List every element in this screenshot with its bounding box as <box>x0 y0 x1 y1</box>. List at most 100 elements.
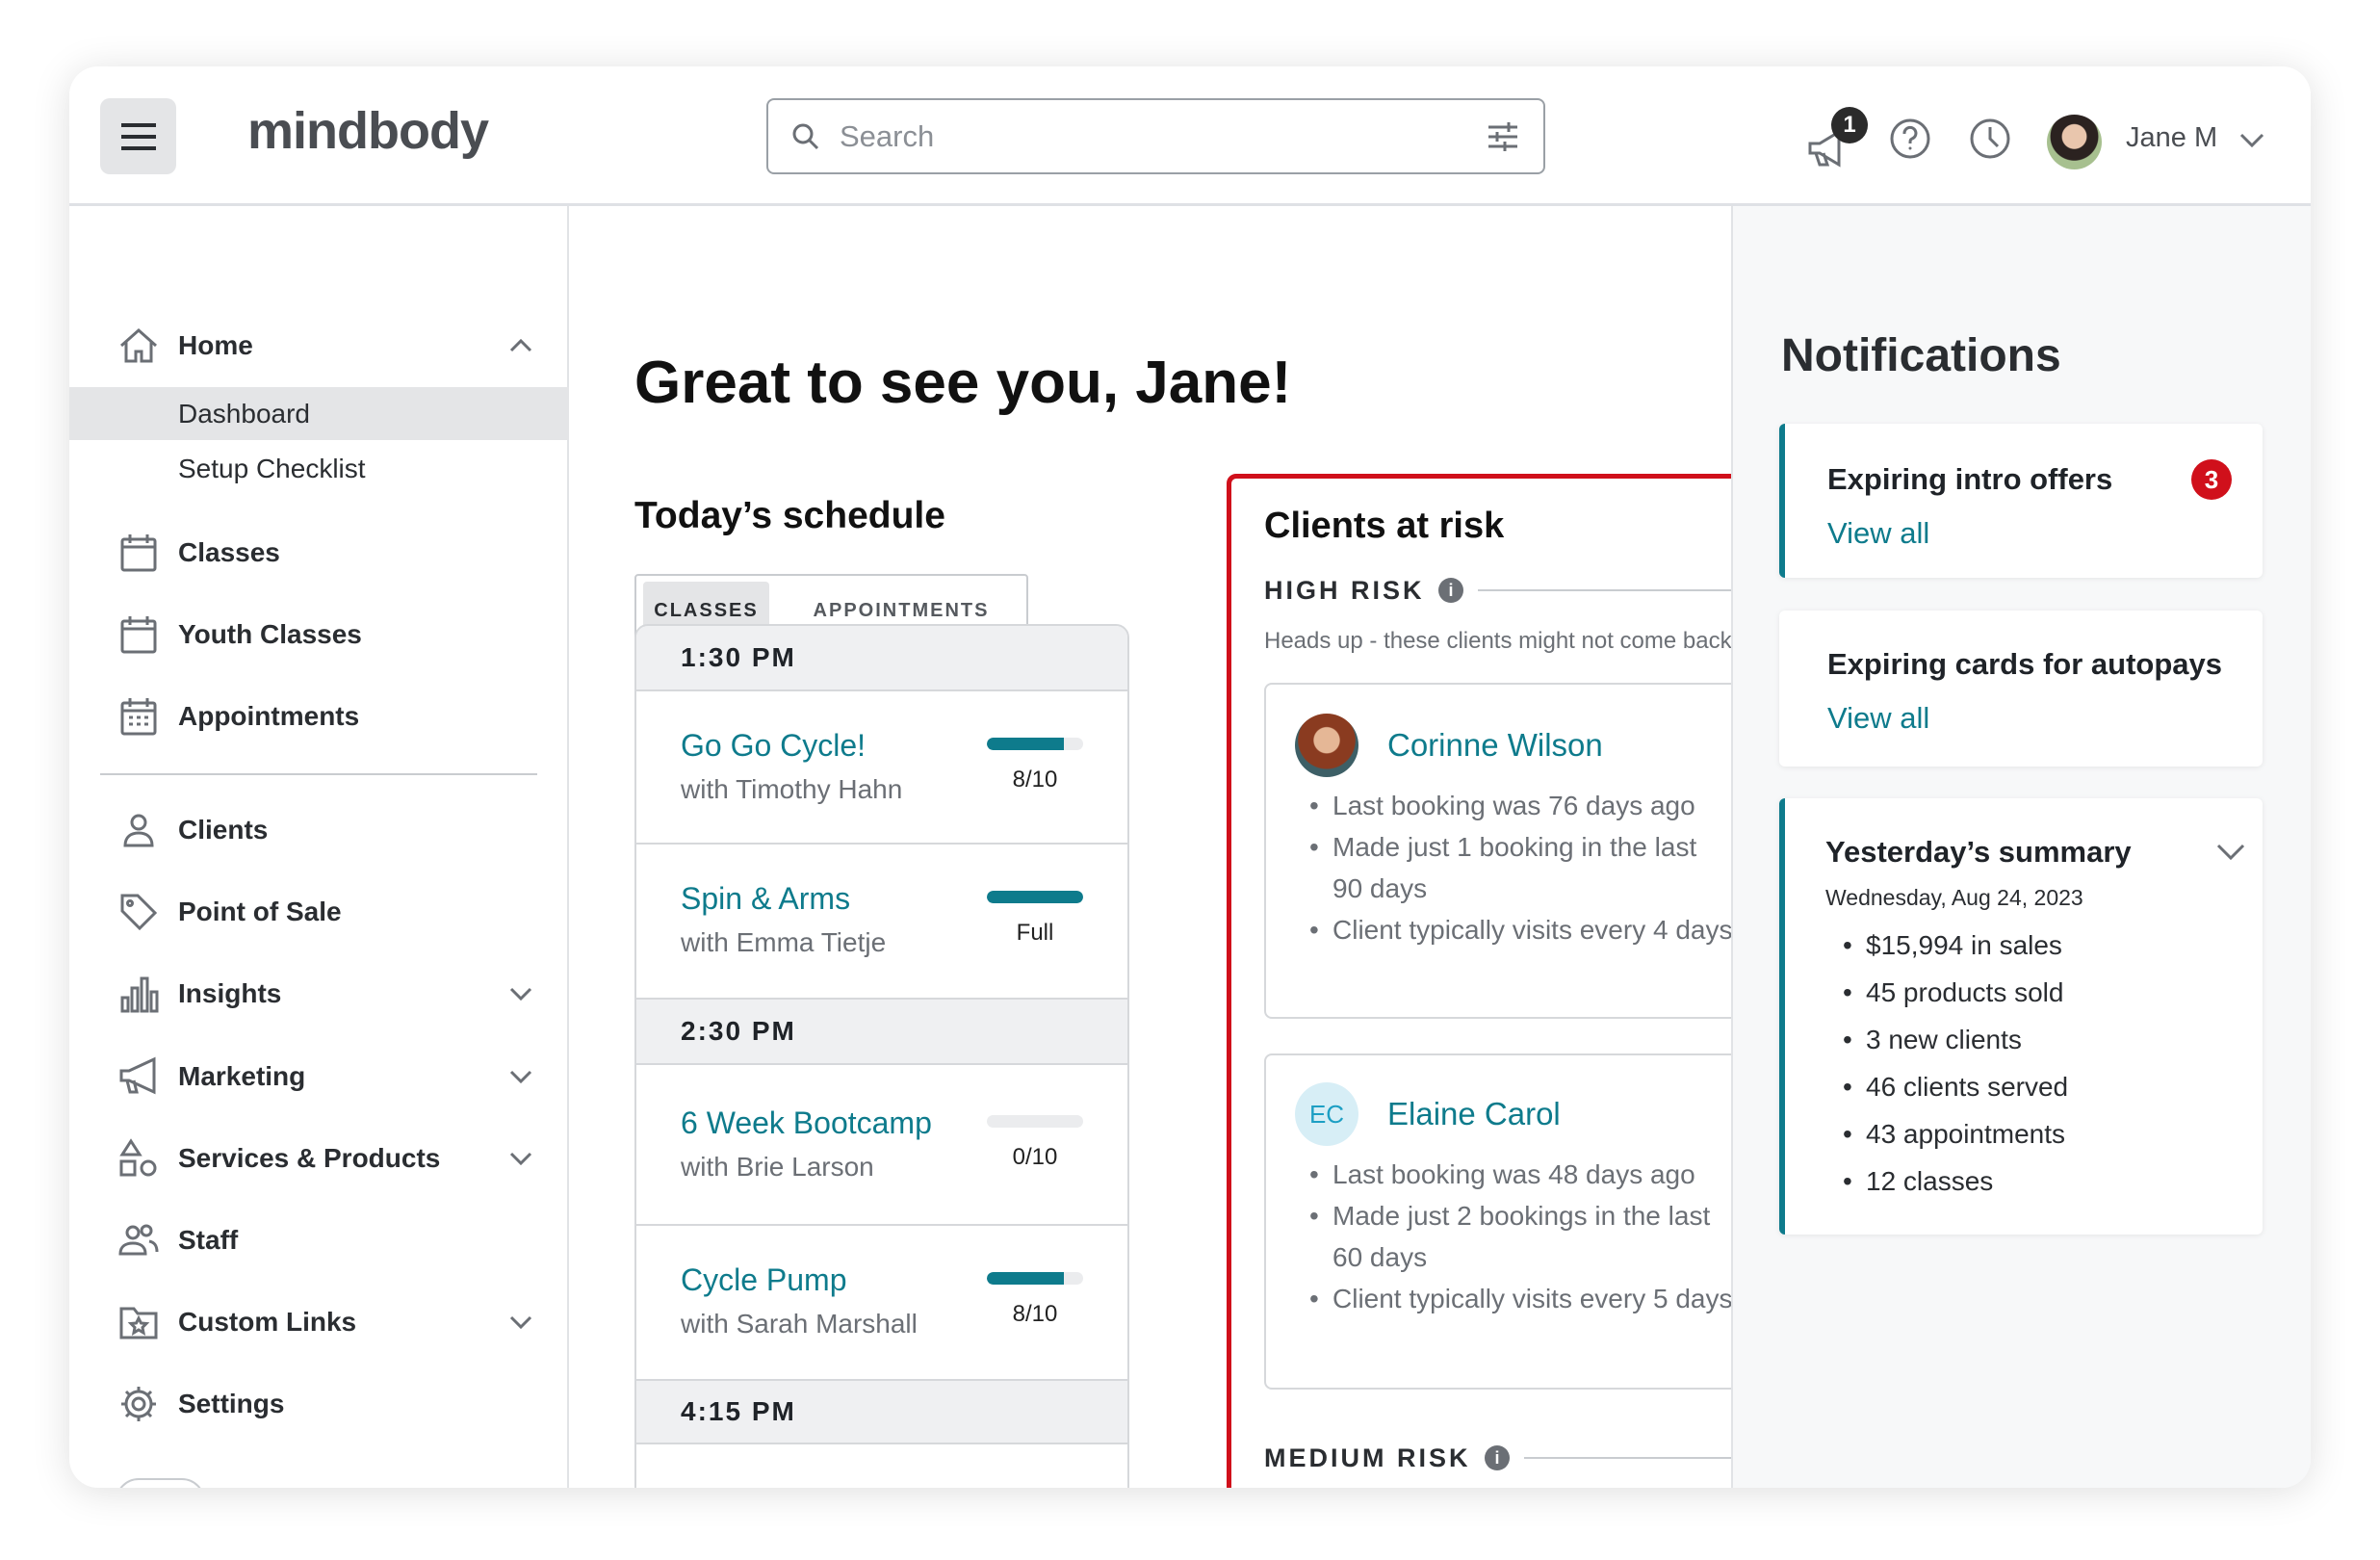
sidebar-item-setup-checklist[interactable]: Setup Checklist <box>178 453 366 483</box>
sidebar-item-label: Settings <box>178 1389 285 1418</box>
view-all-link[interactable]: View all <box>1827 516 1930 550</box>
clock-icon[interactable] <box>1969 117 2011 160</box>
calendar-icon <box>120 616 157 654</box>
search-box[interactable] <box>766 98 1545 174</box>
main-content: Great to see you, Jane! Today’s schedule… <box>571 206 1798 1488</box>
sidebar-item-staff[interactable]: Staff <box>69 1213 569 1267</box>
client-name[interactable]: Elaine Carol <box>1387 1096 1561 1131</box>
edit-sidebar-button[interactable]: Edit <box>116 1478 205 1488</box>
client-avatar <box>1295 714 1358 777</box>
summary-title: Yesterday’s summary <box>1825 835 2132 869</box>
tag-icon <box>120 894 158 931</box>
chevron-down-icon[interactable] <box>508 1064 533 1089</box>
summary-item: $15,994 in sales <box>1843 922 2266 969</box>
sidebar-item-settings[interactable]: Settings <box>69 1377 569 1431</box>
sidebar-item-appointments[interactable]: Appointments <box>69 689 569 743</box>
class-name[interactable]: Go Go Cycle! <box>681 728 867 763</box>
person-icon <box>123 814 154 847</box>
time-header: 1:30 PM <box>636 626 1127 691</box>
capacity-label: 0/10 <box>1012 1144 1058 1170</box>
sidebar-item-custom-links[interactable]: Custom Links <box>69 1295 569 1349</box>
client-detail: Last booking was 48 days ago <box>1309 1154 1733 1195</box>
chevron-down-icon[interactable] <box>508 981 533 1006</box>
logo[interactable]: mindbody <box>247 102 489 160</box>
user-avatar[interactable] <box>2047 115 2102 169</box>
help-icon[interactable] <box>1889 117 1931 160</box>
summary-item: 43 appointments <box>1843 1110 2266 1157</box>
sidebar-item-label: Insights <box>178 978 282 1008</box>
capacity-label: 8/10 <box>1012 767 1058 793</box>
chevron-down-icon[interactable] <box>2239 132 2264 149</box>
sidebar-item-label: Marketing <box>178 1061 306 1091</box>
info-icon[interactable]: i <box>1485 1445 1510 1470</box>
sidebar-item-label: Custom Links <box>178 1307 357 1337</box>
home-icon <box>120 327 157 363</box>
chevron-up-icon[interactable] <box>508 333 533 358</box>
chevron-down-icon[interactable] <box>508 1310 533 1335</box>
client-detail: Last booking was 76 days ago <box>1309 785 1733 826</box>
sidebar-item-label: Point of Sale <box>178 897 342 926</box>
capacity-bar <box>987 1115 1083 1128</box>
search-icon <box>792 123 819 149</box>
sidebar-item-label: Appointments <box>178 701 360 731</box>
user-name[interactable]: Jane M <box>2126 122 2218 153</box>
class-row[interactable]: Cycle Pump with Sarah Marshall 8/10 <box>636 1226 1127 1381</box>
class-instructor: with Brie Larson <box>681 1152 874 1182</box>
folder-star-icon <box>119 1307 158 1339</box>
class-instructor: with Timothy Hahn <box>681 774 903 804</box>
people-icon <box>118 1224 159 1256</box>
sidebar-item-marketing[interactable]: Marketing <box>69 1050 569 1104</box>
class-row[interactable]: Spin & Arms with Emma Tietje Full <box>636 845 1127 1000</box>
info-icon[interactable]: i <box>1438 578 1463 603</box>
view-all-link[interactable]: View all <box>1827 701 1930 735</box>
clients-at-risk-title: Clients at risk <box>1264 506 1505 546</box>
high-risk-note: Heads up - these clients might not come … <box>1264 628 1739 654</box>
summary-item: 12 classes <box>1843 1157 2266 1205</box>
sidebar-item-point-of-sale[interactable]: Point of Sale <box>69 885 569 939</box>
notification-card[interactable]: Expiring intro offers 3 View all <box>1779 424 2263 578</box>
client-name[interactable]: Corinne Wilson <box>1387 727 1603 763</box>
sidebar-item-label: Clients <box>178 815 269 845</box>
shapes-icon <box>119 1138 157 1177</box>
client-initials-avatar: EC <box>1295 1082 1358 1146</box>
announcements-button[interactable]: 1 <box>1802 107 1870 174</box>
chevron-down-icon[interactable] <box>508 1146 533 1171</box>
capacity-bar <box>987 738 1083 750</box>
sidebar-item-services-products[interactable]: Services & Products <box>69 1131 569 1185</box>
summary-date: Wednesday, Aug 24, 2023 <box>1825 885 2083 910</box>
capacity-bar <box>987 1272 1083 1285</box>
sidebar-divider <box>100 773 537 775</box>
class-name[interactable]: Cycle Pump <box>681 1262 847 1297</box>
sidebar-item-clients[interactable]: Clients <box>69 803 569 857</box>
chevron-down-icon[interactable] <box>2216 843 2245 862</box>
class-row[interactable]: 6 Week Bootcamp with Brie Larson 0/10 <box>636 1065 1127 1226</box>
sidebar-item-insights[interactable]: Insights <box>69 967 569 1021</box>
notification-title: Expiring intro offers <box>1827 462 2113 496</box>
class-name[interactable]: 6 Week Bootcamp <box>681 1105 932 1140</box>
menu-button[interactable] <box>100 98 176 174</box>
class-instructor: with Emma Tietje <box>681 927 887 957</box>
client-card[interactable]: EC Elaine Carol Last booking was 48 days… <box>1264 1053 1761 1390</box>
calendar-grid-icon <box>120 698 157 736</box>
client-detail: Made just 2 bookings in the last 60 days <box>1309 1195 1733 1278</box>
sidebar-item-dashboard[interactable]: Dashboard <box>69 387 569 440</box>
top-header: mindbody 1 Jane M <box>69 66 2311 206</box>
class-name[interactable]: Spin & Arms <box>681 881 851 916</box>
client-card[interactable]: Corinne Wilson Last booking was 76 days … <box>1264 683 1761 1019</box>
gear-icon <box>121 1387 156 1421</box>
megaphone-icon <box>1808 129 1841 168</box>
schedule-list: 1:30 PM Go Go Cycle! with Timothy Hahn 8… <box>634 624 1129 1488</box>
sidebar-item-classes[interactable]: Classes <box>69 526 569 580</box>
class-row[interactable]: Go Go Cycle! with Timothy Hahn 8/10 <box>636 691 1127 845</box>
sidebar-item-youth-classes[interactable]: Youth Classes <box>69 608 569 662</box>
filter-sliders-icon[interactable] <box>1486 119 1520 154</box>
sidebar-item-home[interactable]: Home <box>69 319 569 373</box>
notification-count-badge: 3 <box>2191 459 2232 500</box>
search-input[interactable] <box>840 118 1486 154</box>
greeting-heading: Great to see you, Jane! <box>634 350 1292 416</box>
schedule-title: Today’s schedule <box>634 495 945 536</box>
sidebar-item-label: Staff <box>178 1225 239 1255</box>
notification-card[interactable]: Expiring cards for autopays View all <box>1779 611 2263 767</box>
sidebar-item-label: Home <box>178 330 253 360</box>
tab-appointments[interactable]: APPOINTMENTS <box>813 600 990 621</box>
